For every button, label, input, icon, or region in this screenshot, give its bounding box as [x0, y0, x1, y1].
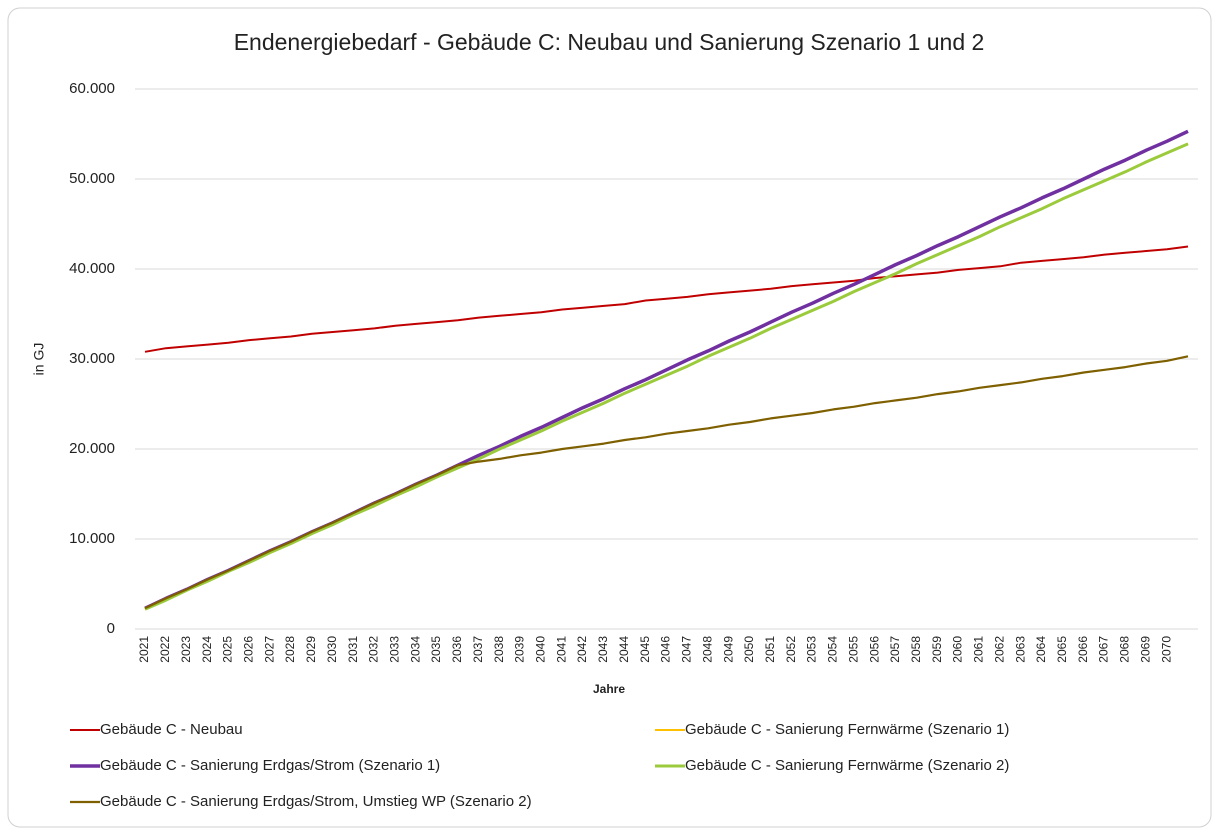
x-tick-label: 2046 [659, 636, 673, 663]
y-tick-label: 20.000 [69, 440, 115, 457]
x-tick-label: 2062 [992, 636, 1006, 663]
x-tick-label: 2036 [450, 636, 464, 663]
x-tick-label: 2034 [408, 636, 422, 663]
x-tick-label: 2028 [283, 636, 297, 663]
x-tick-label: 2049 [721, 636, 735, 663]
x-tick-label: 2029 [304, 636, 318, 663]
x-tick-label: 2064 [1034, 636, 1048, 663]
y-tick-label: 0 [107, 620, 115, 637]
chart-border [7, 7, 1212, 828]
x-tick-label: 2031 [346, 636, 360, 663]
x-tick-label: 2068 [1118, 636, 1132, 663]
x-tick-label: 2030 [325, 636, 339, 663]
x-tick-label: 2059 [930, 636, 944, 663]
x-tick-label: 2043 [596, 636, 610, 663]
x-tick-label: 2037 [471, 636, 485, 663]
x-tick-label: 2066 [1076, 636, 1090, 663]
x-tick-label: 2032 [367, 636, 381, 663]
x-tick-label: 2065 [1055, 636, 1069, 663]
legend-label: Gebäude C - Neubau [100, 721, 243, 738]
y-tick-label: 40.000 [69, 260, 115, 277]
x-tick-label: 2050 [742, 636, 756, 663]
x-tick-label: 2033 [387, 636, 401, 663]
series-line [144, 245, 1189, 353]
x-tick-label: 2063 [1013, 636, 1027, 663]
x-tick-label: 2058 [909, 636, 923, 663]
x-tick-label: 2026 [241, 636, 255, 663]
y-tick-label: 10.000 [69, 530, 115, 547]
y-tick-label: 30.000 [69, 350, 115, 367]
x-tick-label: 2039 [513, 636, 527, 663]
x-tick-label: 2053 [805, 636, 819, 663]
chart-title: Endenergiebedarf - Gebäude C: Neubau und… [234, 29, 985, 55]
x-tick-label: 2044 [617, 636, 631, 663]
x-tick-label: 2023 [179, 636, 193, 663]
x-tick-label: 2041 [554, 636, 568, 663]
x-tick-label: 2045 [638, 636, 652, 663]
x-tick-label: 2027 [262, 636, 276, 663]
legend-label: Gebäude C - Sanierung Erdgas/Strom, Umst… [100, 793, 532, 810]
x-tick-label: 2042 [575, 636, 589, 663]
x-tick-label: 2067 [1097, 636, 1111, 663]
series-line [144, 142, 1189, 611]
y-tick-label: 50.000 [69, 170, 115, 187]
legend-label: Gebäude C - Sanierung Erdgas/Strom (Szen… [100, 757, 440, 774]
x-tick-label: 2054 [826, 636, 840, 663]
x-tick-label: 2021 [137, 636, 151, 663]
x-tick-label: 2038 [492, 636, 506, 663]
x-tick-label: 2056 [867, 636, 881, 663]
x-tick-label: 2069 [1138, 636, 1152, 663]
x-tick-label: 2060 [951, 636, 965, 663]
x-tick-label: 2024 [200, 636, 214, 663]
x-tick-label: 2040 [534, 636, 548, 663]
x-tick-label: 2025 [221, 636, 235, 663]
x-axis-title: Jahre [593, 682, 625, 696]
x-tick-label: 2022 [158, 636, 172, 663]
x-tick-label: 2051 [763, 636, 777, 663]
x-tick-label: 2070 [1159, 636, 1173, 663]
y-tick-label: 60.000 [69, 80, 115, 97]
legend-label: Gebäude C - Sanierung Fernwärme (Szenari… [685, 721, 1009, 738]
x-tick-label: 2048 [700, 636, 714, 663]
legend-label: Gebäude C - Sanierung Fernwärme (Szenari… [685, 757, 1009, 774]
y-axis-title: in GJ [31, 343, 47, 376]
x-tick-label: 2035 [429, 636, 443, 663]
x-tick-label: 2052 [784, 636, 798, 663]
x-tick-label: 2055 [846, 636, 860, 663]
x-tick-label: 2047 [680, 636, 694, 663]
x-tick-label: 2061 [972, 636, 986, 663]
x-tick-label: 2057 [888, 636, 902, 663]
series-line [144, 355, 1189, 610]
